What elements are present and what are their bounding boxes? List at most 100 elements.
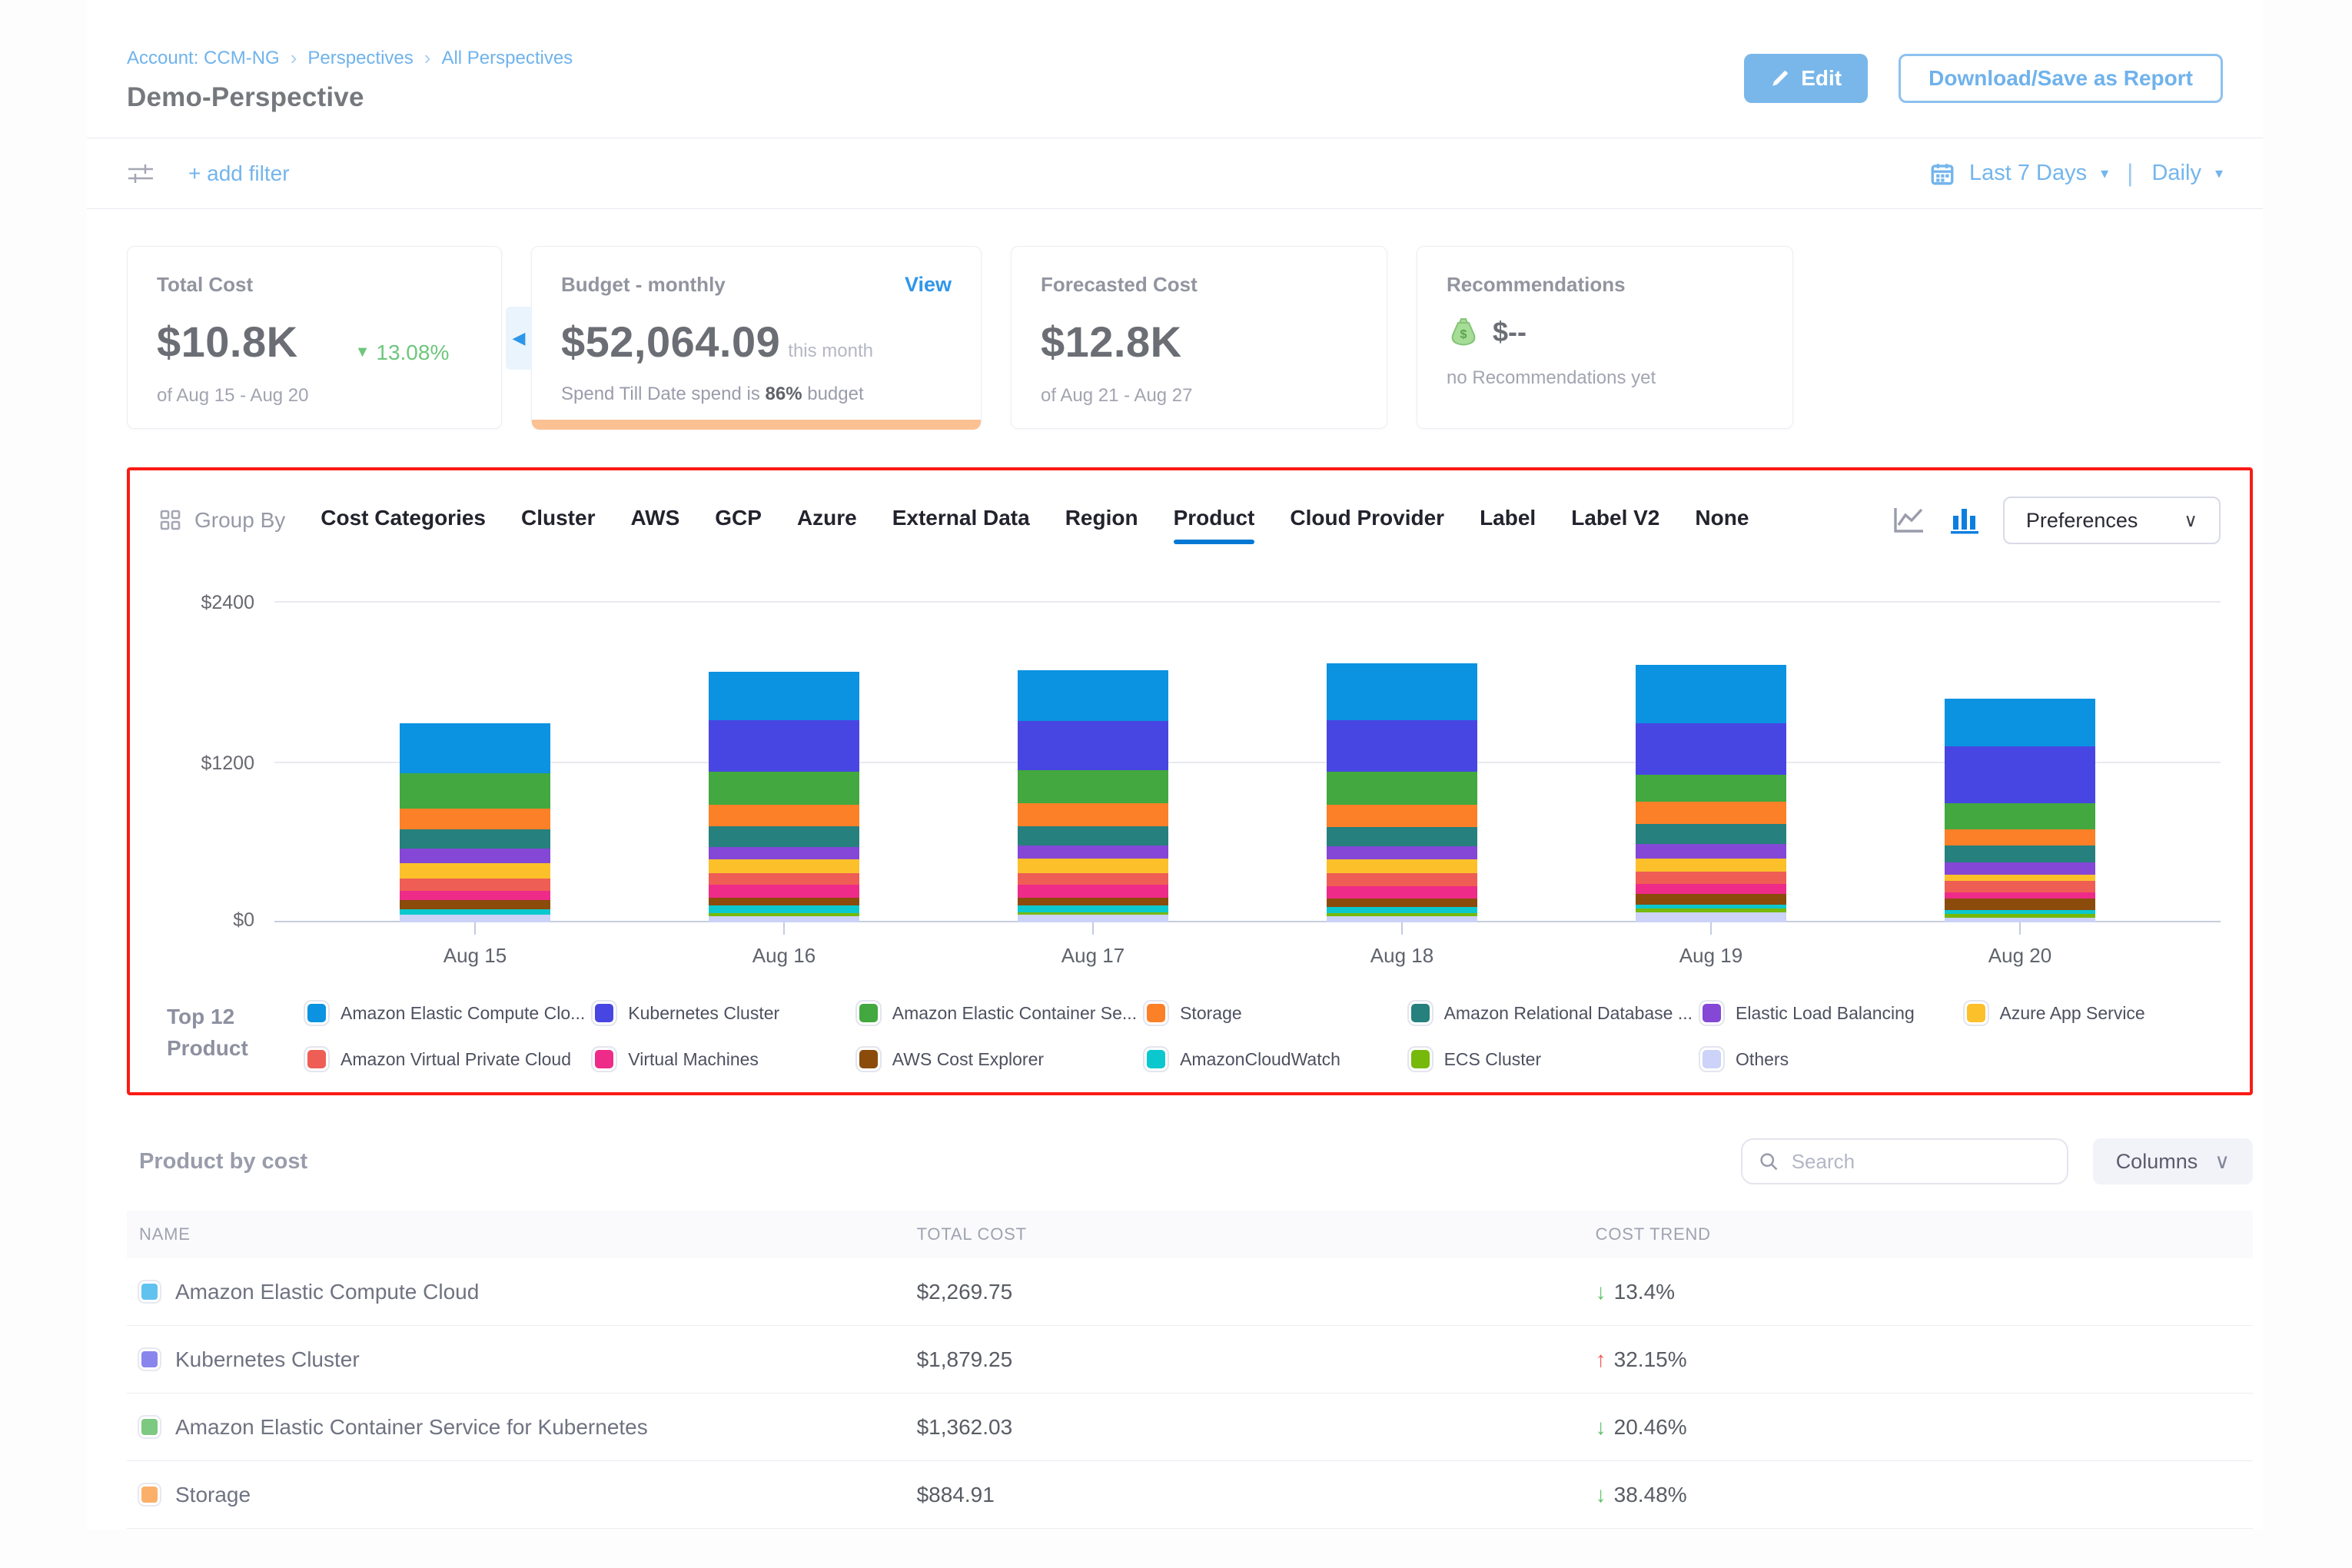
legend-item-amazon-virtual-private-cloud[interactable]: Amazon Virtual Private Cloud — [305, 1048, 585, 1071]
bar-segment[interactable] — [1945, 899, 2095, 911]
group-by-tab-label-v2[interactable]: Label V2 — [1571, 506, 1660, 530]
stacked-bar-aug-16[interactable] — [709, 601, 859, 922]
group-by-tab-product[interactable]: Product — [1173, 506, 1254, 544]
legend-item-kubernetes-cluster[interactable]: Kubernetes Cluster — [593, 1002, 849, 1025]
legend-item-amazoncloudwatch[interactable]: AmazonCloudWatch — [1144, 1048, 1400, 1071]
bar-segment[interactable] — [1327, 907, 1477, 913]
bar-segment[interactable] — [1636, 909, 1786, 912]
edit-button[interactable]: Edit — [1744, 54, 1869, 103]
bar-segment[interactable] — [709, 859, 859, 873]
group-by-tab-cloud-provider[interactable]: Cloud Provider — [1290, 506, 1445, 530]
bar-segment[interactable] — [1327, 859, 1477, 873]
legend-item-amazon-relational-database-[interactable]: Amazon Relational Database ... — [1408, 1002, 1693, 1025]
bar-segment[interactable] — [1327, 826, 1477, 846]
bar-segment[interactable] — [1327, 804, 1477, 827]
bar-segment[interactable] — [400, 900, 550, 910]
legend-item-amazon-elastic-container-se-[interactable]: Amazon Elastic Container Se... — [856, 1002, 1137, 1025]
bar-segment[interactable] — [1636, 774, 1786, 802]
filter-sliders-icon[interactable] — [127, 161, 154, 187]
stacked-bar-aug-17[interactable] — [1018, 601, 1168, 922]
stacked-bar-aug-20[interactable] — [1945, 601, 2095, 922]
table-row[interactable]: Amazon Elastic Compute Cloud $2,269.75 ↓ 13… — [127, 1258, 2253, 1326]
row-name[interactable]: Kubernetes Cluster — [175, 1347, 360, 1371]
bar-segment[interactable] — [1327, 899, 1477, 908]
group-by-tab-gcp[interactable]: GCP — [715, 506, 762, 530]
bar-segment[interactable] — [1018, 845, 1168, 859]
bar-segment[interactable] — [709, 804, 859, 826]
legend-item-storage[interactable]: Storage — [1144, 1002, 1400, 1025]
collapse-arrow-button[interactable]: ◀ — [506, 307, 532, 370]
row-name[interactable]: Amazon Elastic Container Service for Kub… — [175, 1414, 648, 1439]
bar-segment[interactable] — [1636, 884, 1786, 895]
line-chart-toggle-icon[interactable] — [1891, 505, 1926, 536]
bar-segment[interactable] — [1018, 669, 1168, 721]
legend-item-elastic-load-balancing[interactable]: Elastic Load Balancing — [1700, 1002, 1956, 1025]
granularity-selector[interactable]: Daily — [2151, 161, 2201, 185]
bar-chart-toggle-icon[interactable] — [1948, 505, 1982, 536]
bar-segment[interactable] — [400, 862, 550, 879]
column-header-cost-trend[interactable]: COST TREND — [1595, 1224, 1711, 1244]
column-header-total-cost[interactable]: TOTAL COST — [916, 1224, 1027, 1244]
column-header-name[interactable]: NAME — [139, 1224, 191, 1244]
bar-segment[interactable] — [1018, 905, 1168, 912]
bar-segment[interactable] — [400, 891, 550, 901]
group-by-tab-region[interactable]: Region — [1065, 506, 1138, 530]
legend-item-amazon-elastic-compute-clo-[interactable]: Amazon Elastic Compute Clo... — [305, 1002, 585, 1025]
budget-view-link[interactable]: View — [904, 273, 952, 296]
bar-segment[interactable] — [1327, 886, 1477, 899]
date-range-selector[interactable]: Last 7 Days — [1968, 161, 2088, 185]
breadcrumb-perspectives[interactable]: Perspectives — [307, 47, 414, 68]
bar-segment[interactable] — [1636, 824, 1786, 844]
bar-segment[interactable] — [1327, 663, 1477, 720]
bar-segment[interactable] — [1636, 843, 1786, 859]
bar-segment[interactable] — [709, 872, 859, 885]
bar-segment[interactable] — [1018, 826, 1168, 845]
bar-segment[interactable] — [1636, 894, 1786, 905]
bar-segment[interactable] — [400, 829, 550, 849]
breadcrumb-account[interactable]: Account: CCM-NG — [127, 47, 280, 68]
bar-segment[interactable] — [1636, 723, 1786, 775]
row-name[interactable]: Storage — [175, 1482, 251, 1507]
bar-segment[interactable] — [1636, 801, 1786, 825]
bar-segment[interactable] — [1636, 665, 1786, 723]
bar-segment[interactable] — [1018, 803, 1168, 826]
bar-segment[interactable] — [1945, 699, 2095, 746]
bar-segment[interactable] — [709, 671, 859, 721]
bar-segment[interactable] — [1945, 917, 2095, 922]
bar-segment[interactable] — [709, 847, 859, 860]
bar-segment[interactable] — [1018, 873, 1168, 885]
bar-segment[interactable] — [1018, 770, 1168, 804]
bar-segment[interactable] — [1018, 885, 1168, 898]
bar-segment[interactable] — [1327, 719, 1477, 772]
bar-segment[interactable] — [1327, 912, 1477, 916]
bar-segment[interactable] — [709, 720, 859, 772]
columns-button[interactable]: Columns ∨ — [2092, 1138, 2253, 1184]
legend-item-others[interactable]: Others — [1700, 1048, 1956, 1071]
breadcrumb-all-perspectives[interactable]: All Perspectives — [441, 47, 573, 68]
legend-item-aws-cost-explorer[interactable]: AWS Cost Explorer — [856, 1048, 1137, 1071]
bar-segment[interactable] — [1945, 892, 2095, 899]
bar-segment[interactable] — [709, 885, 859, 898]
bar-segment[interactable] — [1945, 829, 2095, 846]
bar-segment[interactable] — [1636, 905, 1786, 909]
group-by-tab-aws[interactable]: AWS — [630, 506, 680, 530]
bar-segment[interactable] — [1945, 914, 2095, 918]
group-by-tab-none[interactable]: None — [1695, 506, 1749, 530]
bar-segment[interactable] — [709, 771, 859, 805]
bar-segment[interactable] — [1018, 859, 1168, 874]
bar-segment[interactable] — [400, 848, 550, 863]
bar-segment[interactable] — [709, 916, 859, 922]
legend-item-virtual-machines[interactable]: Virtual Machines — [593, 1048, 849, 1071]
bar-segment[interactable] — [400, 773, 550, 809]
chevron-down-icon[interactable]: ▾ — [2214, 165, 2223, 182]
chevron-down-icon[interactable]: ▾ — [2101, 165, 2109, 182]
bar-segment[interactable] — [1945, 881, 2095, 893]
row-name[interactable]: Amazon Elastic Compute Cloud — [175, 1279, 480, 1304]
preferences-button[interactable]: Preferences ∨ — [2002, 497, 2221, 544]
bar-segment[interactable] — [1018, 897, 1168, 906]
bar-segment[interactable] — [1945, 845, 2095, 862]
download-save-report-button[interactable]: Download/Save as Report — [1899, 54, 2223, 103]
bar-segment[interactable] — [1636, 871, 1786, 885]
table-row[interactable]: Kubernetes Cluster $1,879.25 ↑ 32.15% — [127, 1326, 2253, 1394]
bar-segment[interactable] — [1327, 772, 1477, 805]
